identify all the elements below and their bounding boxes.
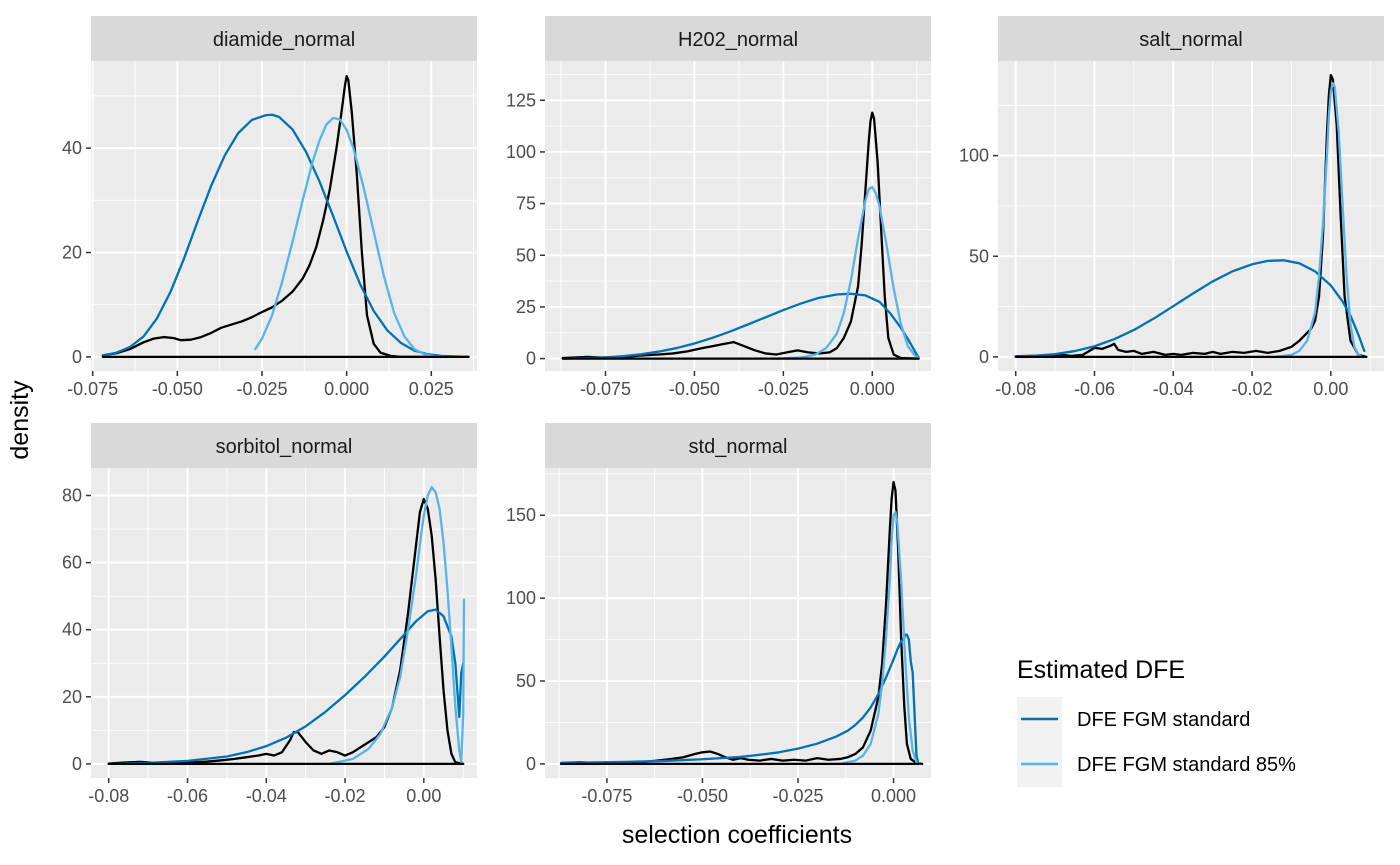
y-tick-label: 0 [526, 754, 536, 774]
y-tick-label: 100 [506, 142, 536, 162]
x-tick-label: 0.00 [406, 786, 441, 806]
fgm-standard-85-line [254, 116, 470, 359]
y-tick-label: 40 [62, 620, 82, 640]
facet-strip-label: H202_normal [678, 29, 798, 51]
facet-strip [91, 16, 477, 61]
y-tick-label: 50 [516, 245, 536, 265]
y-tick-label: 60 [62, 553, 82, 573]
y-tick-label: 20 [62, 687, 82, 707]
x-tick-label: 0.000 [850, 379, 895, 399]
y-tick-label: 100 [959, 146, 989, 166]
y-tick-label: 25 [516, 297, 536, 317]
legend-label-fgm-standard-85: DFE FGM standard 85% [1077, 754, 1296, 776]
y-tick-label: 0 [526, 349, 536, 369]
x-tick-label: -0.08 [995, 379, 1036, 399]
fgm-standard-85-line [838, 510, 920, 766]
y-tick-label: 100 [506, 588, 536, 608]
x-tick-label: -0.08 [88, 786, 129, 806]
x-tick-label: -0.050 [669, 379, 720, 399]
y-tick-label: 0 [72, 347, 82, 367]
facet-strip-label: diamide_normal [213, 29, 355, 51]
y-tick-label: 125 [506, 90, 536, 110]
facet-strip [91, 423, 477, 468]
y-tick-label: 150 [506, 505, 536, 525]
x-tick-label: -0.04 [246, 786, 287, 806]
y-tick-label: 20 [62, 243, 82, 263]
panel-background [91, 468, 477, 778]
observed-density-line [561, 111, 920, 360]
facet-strip [998, 16, 1384, 61]
y-tick-label: 80 [62, 486, 82, 506]
x-tick-label: 0.000 [324, 379, 369, 399]
facet-strip-label: std_normal [689, 436, 788, 458]
x-tick-label: 0.000 [871, 786, 916, 806]
facet-strip-label: salt_normal [1139, 29, 1242, 51]
x-tick-label: -0.04 [1153, 379, 1194, 399]
observed-density-line [1014, 73, 1368, 359]
panel-background [545, 468, 931, 778]
observed-density-line [559, 480, 924, 766]
x-tick-label: -0.02 [1232, 379, 1273, 399]
x-tick-label: -0.075 [67, 379, 118, 399]
y-tick-label: 0 [72, 754, 82, 774]
x-tick-label: -0.075 [580, 379, 631, 399]
x-tick-label: 0.025 [409, 379, 454, 399]
y-tick-label: 0 [979, 347, 989, 367]
fgm-standard-line [1014, 259, 1366, 358]
x-tick-label: -0.050 [677, 786, 728, 806]
legend: Estimated DFE DFE FGM standard DFE FGM s… [1017, 656, 1296, 787]
fgm-standard-85-line [328, 485, 466, 766]
facet-strip [545, 423, 931, 468]
panel-background [998, 61, 1384, 371]
x-tick-label: 0.00 [1313, 379, 1348, 399]
x-tick-label: -0.075 [581, 786, 632, 806]
panel-background [91, 61, 477, 371]
panels: diamide_normal-0.075 -0.050 -0.025 0.000 0.0… [62, 16, 1384, 806]
x-tick-label: -0.025 [758, 379, 809, 399]
panel-diamide-normal: diamide_normal -0.075 -0.050 -0.025 0.000 0.0… [62, 16, 477, 399]
x-axis-title: selection coefficients [622, 821, 852, 849]
x-tick-label: -0.050 [152, 379, 203, 399]
panel-background [545, 61, 931, 371]
legend-label-fgm-standard: DFE FGM standard [1077, 709, 1250, 731]
fgm-standard-line [107, 608, 465, 766]
x-tick-label: -0.025 [236, 379, 287, 399]
panel-salt-normal: salt_normal -0.08 -0.06 -0.04 -0.02 0.00 0 50 10… [959, 16, 1384, 399]
y-tick-label: 75 [516, 194, 536, 214]
panel-sorbitol-normal: sorbitol_normal -0.08 -0.06 -0.04 -0.02 0.00 0… [62, 423, 477, 806]
fgm-standard-line [101, 113, 470, 359]
panel-h202-normal: H202_normal -0.075 -0.050 -0.025 0.000 0 25 50 7… [506, 16, 931, 399]
x-tick-label: -0.025 [772, 786, 823, 806]
y-tick-label: 50 [516, 671, 536, 691]
fgm-standard-line [561, 292, 920, 360]
legend-title: Estimated DFE [1017, 656, 1185, 684]
panel-std-normal: std_normal -0.075 -0.050 -0.025 0.000 0 50 100 1… [506, 423, 931, 806]
y-tick-label: 50 [969, 246, 989, 266]
facet-strip-label: sorbitol_normal [216, 436, 353, 458]
x-tick-label: -0.02 [325, 786, 366, 806]
x-tick-label: -0.06 [167, 786, 208, 806]
y-axis-title: density [6, 380, 34, 460]
fgm-standard-85-line [1274, 81, 1364, 359]
x-tick-label: -0.06 [1074, 379, 1115, 399]
facet-strip [545, 16, 931, 61]
fgm-standard-line [559, 633, 920, 766]
y-tick-label: 40 [62, 138, 82, 158]
fgm-standard-85-line [775, 185, 920, 360]
observed-density-line [107, 497, 465, 766]
